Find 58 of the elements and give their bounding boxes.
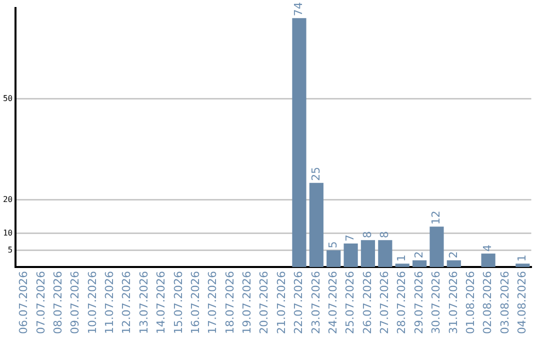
y-tick-label: 5: [8, 245, 13, 254]
x-tick-label: 26.07.2026: [360, 271, 374, 334]
x-tick-label: 20.07.2026: [258, 271, 271, 334]
data-label: 2: [412, 251, 426, 258]
x-tick-label: 28.07.2026: [395, 271, 408, 334]
bar: [378, 240, 392, 268]
x-tick-label: 24.07.2026: [326, 271, 340, 334]
x-tick-label: 31.07.2026: [446, 271, 460, 334]
x-tick-label: 09.07.2026: [68, 271, 82, 334]
data-label: 74: [292, 2, 306, 16]
bar: [326, 250, 341, 268]
data-label: 7: [344, 234, 357, 242]
data-label: 8: [360, 231, 374, 238]
bar: [516, 264, 530, 268]
x-tick-label: 15.07.2026: [172, 271, 185, 334]
x-tick-label: 08.07.2026: [51, 271, 64, 334]
x-tick-label: 30.07.2026: [430, 271, 443, 334]
x-tick-label: 19.07.2026: [240, 271, 254, 334]
bar: [292, 18, 306, 268]
x-tick-label: 11.07.2026: [103, 271, 116, 334]
x-tick-label: 03.08.2026: [498, 271, 512, 334]
x-tick-label: 27.07.2026: [378, 271, 392, 334]
data-label: 1: [516, 254, 529, 262]
bar: [481, 254, 496, 268]
data-label: 4: [481, 244, 494, 252]
x-tick-label: 13.07.2026: [137, 271, 150, 334]
y-tick-label: 10: [2, 228, 13, 238]
bar: [412, 260, 427, 268]
x-tick-label: 07.07.2026: [34, 271, 48, 334]
x-tick-label: 22.07.2026: [292, 271, 306, 334]
data-label: 25: [309, 166, 322, 181]
x-tick-label: 29.07.2026: [412, 271, 426, 334]
y-tick-label: 20: [2, 194, 13, 204]
bar: [430, 226, 444, 268]
data-label: 5: [326, 241, 340, 248]
x-tick-label: 06.07.2026: [17, 271, 30, 334]
x-tick-label: 25.07.2026: [344, 271, 357, 334]
x-tick-label: 12.07.2026: [120, 271, 134, 334]
data-label: 8: [378, 231, 392, 238]
x-tick-label: 21.07.2026: [274, 271, 288, 334]
x-tick-label: 14.07.2026: [154, 271, 168, 334]
x-tick-label: 10.07.2026: [86, 271, 99, 334]
x-tick-label: 01.08.2026: [464, 271, 477, 334]
bar: [309, 182, 324, 268]
x-tick-label: 02.08.2026: [481, 271, 494, 334]
x-tick-label: 17.07.2026: [206, 271, 220, 334]
bar: [446, 260, 461, 268]
x-tick-label: 18.07.2026: [223, 271, 236, 334]
data-label: 2: [446, 251, 460, 258]
data-label: 12: [430, 210, 443, 225]
x-tick-label: 23.07.2026: [309, 271, 322, 334]
y-tick-label: 50: [2, 94, 13, 103]
bar: [360, 240, 376, 268]
x-tick-label: 04.08.2026: [516, 271, 529, 334]
data-label: 1: [395, 254, 408, 262]
bar: [395, 264, 410, 268]
bar: [344, 243, 358, 268]
x-tick-label: 16.07.2026: [188, 271, 202, 334]
